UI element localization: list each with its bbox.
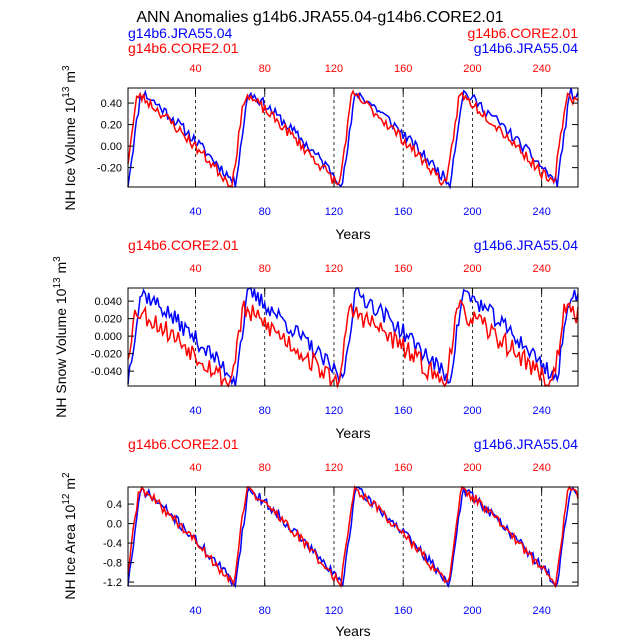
x-tick-label-jra: 40 bbox=[189, 605, 201, 617]
top-tick-label-core: 160 bbox=[394, 263, 412, 275]
panel-ice-area: g14b6.CORE2.01 g14b6.JRA55.04 40 80 120 160… bbox=[61, 436, 579, 638]
top-tick-label-core: 240 bbox=[532, 462, 550, 474]
panel-snow-volume: g14b6.CORE2.01 g14b6.JRA55.04 40 80 120 160… bbox=[52, 237, 579, 441]
series-line-g14b6-JRA55-04 bbox=[127, 486, 579, 589]
y-tick-label: 0.000 bbox=[94, 331, 122, 343]
x-axis-label: Years bbox=[335, 226, 370, 242]
legend-right-core: g14b6.CORE2.01 bbox=[467, 25, 578, 41]
top-tick-label-core: 160 bbox=[394, 63, 412, 75]
y-tick-label: 0.0 bbox=[107, 519, 122, 531]
series-line-g14b6-JRA55-04 bbox=[127, 87, 579, 190]
x-tick-label-jra: 120 bbox=[325, 405, 343, 417]
x-tick-label-jra: 160 bbox=[394, 206, 412, 218]
legend-left-core: g14b6.CORE2.01 bbox=[128, 436, 239, 452]
y-tick-label: -0.8 bbox=[103, 558, 122, 570]
top-tick-label-core: 200 bbox=[463, 63, 481, 75]
plot-frame bbox=[127, 287, 579, 387]
legend-right-jra: g14b6.JRA55.04 bbox=[474, 436, 579, 452]
top-tick-label-core: 120 bbox=[325, 63, 343, 75]
top-tick-label-core: 240 bbox=[532, 263, 550, 275]
legend-right-jra: g14b6.JRA55.04 bbox=[474, 40, 579, 56]
x-tick-label-jra: 160 bbox=[394, 405, 412, 417]
plot-frame bbox=[127, 486, 579, 587]
y-tick-label: -1.2 bbox=[103, 577, 122, 589]
series-lines bbox=[127, 87, 579, 190]
x-tick-label-jra: 200 bbox=[463, 605, 481, 617]
top-tick-label-core: 40 bbox=[189, 263, 201, 275]
y-tick-label: -0.20 bbox=[97, 163, 122, 175]
series-line-g14b6-CORE2-01 bbox=[127, 89, 579, 189]
x-axis-label: Years bbox=[335, 425, 370, 441]
legend-right-jra: g14b6.JRA55.04 bbox=[474, 237, 579, 253]
x-axis-label: Years bbox=[335, 623, 370, 638]
year-gridlines bbox=[195, 288, 543, 386]
top-tick-labels: 40 80 120 160 200 240 bbox=[189, 263, 551, 294]
top-tick-labels: 40 80 120 160 200 240 bbox=[189, 63, 551, 94]
x-ticks: 40 80 120 160 200 240 bbox=[189, 380, 551, 417]
x-tick-label-jra: 80 bbox=[259, 605, 271, 617]
top-tick-label-core: 80 bbox=[259, 63, 271, 75]
y-tick-label: -0.020 bbox=[91, 349, 122, 361]
legend-left-core: g14b6.CORE2.01 bbox=[128, 40, 239, 56]
plot-frame bbox=[127, 87, 579, 188]
top-tick-label-core: 80 bbox=[259, 462, 271, 474]
top-tick-labels: 40 80 120 160 200 240 bbox=[189, 462, 551, 493]
series-line-g14b6-CORE2-01 bbox=[127, 485, 579, 589]
series-line-g14b6-CORE2-01 bbox=[127, 299, 579, 389]
series-lines bbox=[127, 485, 579, 589]
y-tick-label: -0.4 bbox=[103, 538, 122, 550]
x-tick-label-jra: 120 bbox=[325, 206, 343, 218]
x-tick-label-jra: 200 bbox=[463, 206, 481, 218]
x-tick-label-jra: 120 bbox=[325, 605, 343, 617]
y-tick-label: 0.020 bbox=[94, 314, 122, 326]
top-tick-label-core: 120 bbox=[325, 263, 343, 275]
x-tick-label-jra: 160 bbox=[394, 605, 412, 617]
y-tick-label: 0.40 bbox=[101, 98, 122, 110]
top-tick-label-core: 240 bbox=[532, 63, 550, 75]
y-tick-label: 0.20 bbox=[101, 120, 122, 132]
main-title: ANN Anomalies g14b6.JRA55.04-g14b6.CORE2… bbox=[136, 9, 503, 26]
top-tick-label-core: 200 bbox=[463, 462, 481, 474]
y-axis-label: NH Snow Volume 1013 m3 bbox=[52, 256, 69, 418]
x-tick-label-jra: 240 bbox=[532, 605, 550, 617]
y-tick-label: 0.4 bbox=[107, 499, 122, 511]
top-tick-label-core: 120 bbox=[325, 462, 343, 474]
top-tick-label-core: 160 bbox=[394, 462, 412, 474]
x-tick-label-jra: 200 bbox=[463, 405, 481, 417]
y-ticks: 0.40 0.20 0.00 -0.20 bbox=[97, 98, 578, 175]
top-tick-label-core: 40 bbox=[189, 63, 201, 75]
legend-left-jra: g14b6.JRA55.04 bbox=[128, 25, 233, 41]
y-axis-label: NH Ice Area 1012 m2 bbox=[61, 472, 78, 600]
y-tick-label: -0.040 bbox=[91, 366, 122, 378]
x-tick-label-jra: 40 bbox=[189, 206, 201, 218]
y-ticks: 0.040 0.020 0.000 -0.020 -0.040 bbox=[91, 296, 578, 378]
top-tick-label-core: 80 bbox=[259, 263, 271, 275]
x-tick-label-jra: 240 bbox=[532, 206, 550, 218]
y-tick-label: 0.040 bbox=[94, 296, 122, 308]
top-tick-label-core: 200 bbox=[463, 263, 481, 275]
x-ticks: 40 80 120 160 200 240 bbox=[189, 580, 551, 617]
top-tick-label-core: 40 bbox=[189, 462, 201, 474]
x-tick-label-jra: 80 bbox=[259, 206, 271, 218]
x-tick-label-jra: 240 bbox=[532, 405, 550, 417]
y-ticks: 0.4 0.0 -0.4 -0.8 -1.2 bbox=[103, 499, 578, 589]
x-tick-label-jra: 80 bbox=[259, 405, 271, 417]
x-ticks: 40 80 120 160 200 240 bbox=[189, 181, 551, 218]
y-tick-label: 0.00 bbox=[101, 141, 122, 153]
y-axis-label: NH Ice Volume 1013 m3 bbox=[61, 65, 78, 211]
x-tick-label-jra: 40 bbox=[189, 405, 201, 417]
legend-left-core: g14b6.CORE2.01 bbox=[128, 237, 239, 253]
series-lines bbox=[127, 287, 579, 389]
panel-ice-volume: g14b6.JRA55.04 g14b6.CORE2.01 g14b6.CORE… bbox=[61, 25, 579, 242]
